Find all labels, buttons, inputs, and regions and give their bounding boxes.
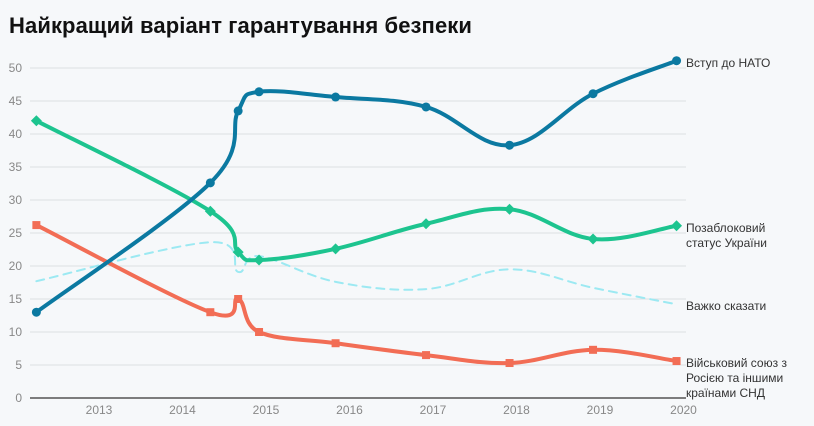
data-point-circle bbox=[205, 178, 215, 188]
series-line bbox=[34, 118, 679, 263]
y-tick-label: 25 bbox=[9, 226, 23, 240]
chart-title: Найкращий варіант гарантування безпеки bbox=[9, 13, 473, 38]
data-point-circle bbox=[505, 140, 515, 150]
data-point-circle bbox=[588, 89, 598, 99]
data-point-diamond bbox=[204, 205, 216, 217]
data-point-circle bbox=[31, 307, 41, 317]
series-label: статус України bbox=[686, 236, 767, 250]
data-point-diamond bbox=[587, 233, 599, 245]
data-point-diamond bbox=[253, 254, 265, 266]
data-point-circle bbox=[254, 87, 264, 97]
y-tick-label: 15 bbox=[9, 292, 23, 306]
data-point-diamond bbox=[420, 218, 432, 230]
x-tick-label: 2015 bbox=[253, 403, 280, 417]
data-point-square bbox=[589, 345, 598, 354]
series-label: країнами СНД bbox=[686, 386, 765, 400]
y-tick-label: 0 bbox=[15, 391, 22, 405]
y-tick-label: 45 bbox=[9, 94, 23, 108]
x-tick-label: 2020 bbox=[670, 403, 697, 417]
y-tick-label: 10 bbox=[9, 325, 23, 339]
series-label: Позаблоковий bbox=[686, 221, 765, 235]
y-tick-label: 50 bbox=[9, 61, 23, 75]
x-tick-label: 2016 bbox=[336, 403, 363, 417]
data-point-diamond bbox=[504, 203, 516, 215]
x-tick-label: 2018 bbox=[503, 403, 530, 417]
series-label: Важко сказати bbox=[686, 299, 766, 313]
data-point-diamond bbox=[232, 246, 244, 258]
series-label: Вступ до НАТО bbox=[686, 56, 770, 70]
data-point-diamond bbox=[30, 115, 42, 127]
x-tick-label: 2014 bbox=[169, 403, 196, 417]
data-point-square bbox=[206, 308, 215, 317]
y-tick-label: 35 bbox=[9, 160, 23, 174]
data-point-square bbox=[505, 359, 514, 368]
data-point-circle bbox=[421, 102, 431, 112]
x-tick-label: 2017 bbox=[420, 403, 447, 417]
x-tick-label: 2013 bbox=[86, 403, 113, 417]
series-line bbox=[35, 241, 678, 306]
data-point-square bbox=[255, 328, 264, 336]
x-tick-label: 2019 bbox=[587, 403, 614, 417]
data-point-circle bbox=[233, 106, 243, 116]
data-point-square bbox=[331, 339, 340, 348]
y-tick-label: 20 bbox=[9, 259, 23, 273]
series-label: Росією та іншими bbox=[686, 371, 783, 385]
data-point-square bbox=[234, 295, 243, 303]
y-tick-label: 40 bbox=[9, 127, 23, 141]
series-label: Військовий союз з bbox=[686, 356, 787, 370]
data-point-square bbox=[32, 221, 41, 230]
data-point-square bbox=[672, 357, 681, 366]
data-point-diamond bbox=[330, 243, 342, 255]
y-tick-label: 30 bbox=[9, 193, 23, 207]
data-point-square bbox=[422, 351, 431, 360]
y-tick-label: 5 bbox=[15, 358, 22, 372]
data-point-diamond bbox=[671, 220, 683, 232]
data-point-circle bbox=[672, 56, 682, 66]
data-point-circle bbox=[331, 92, 341, 102]
